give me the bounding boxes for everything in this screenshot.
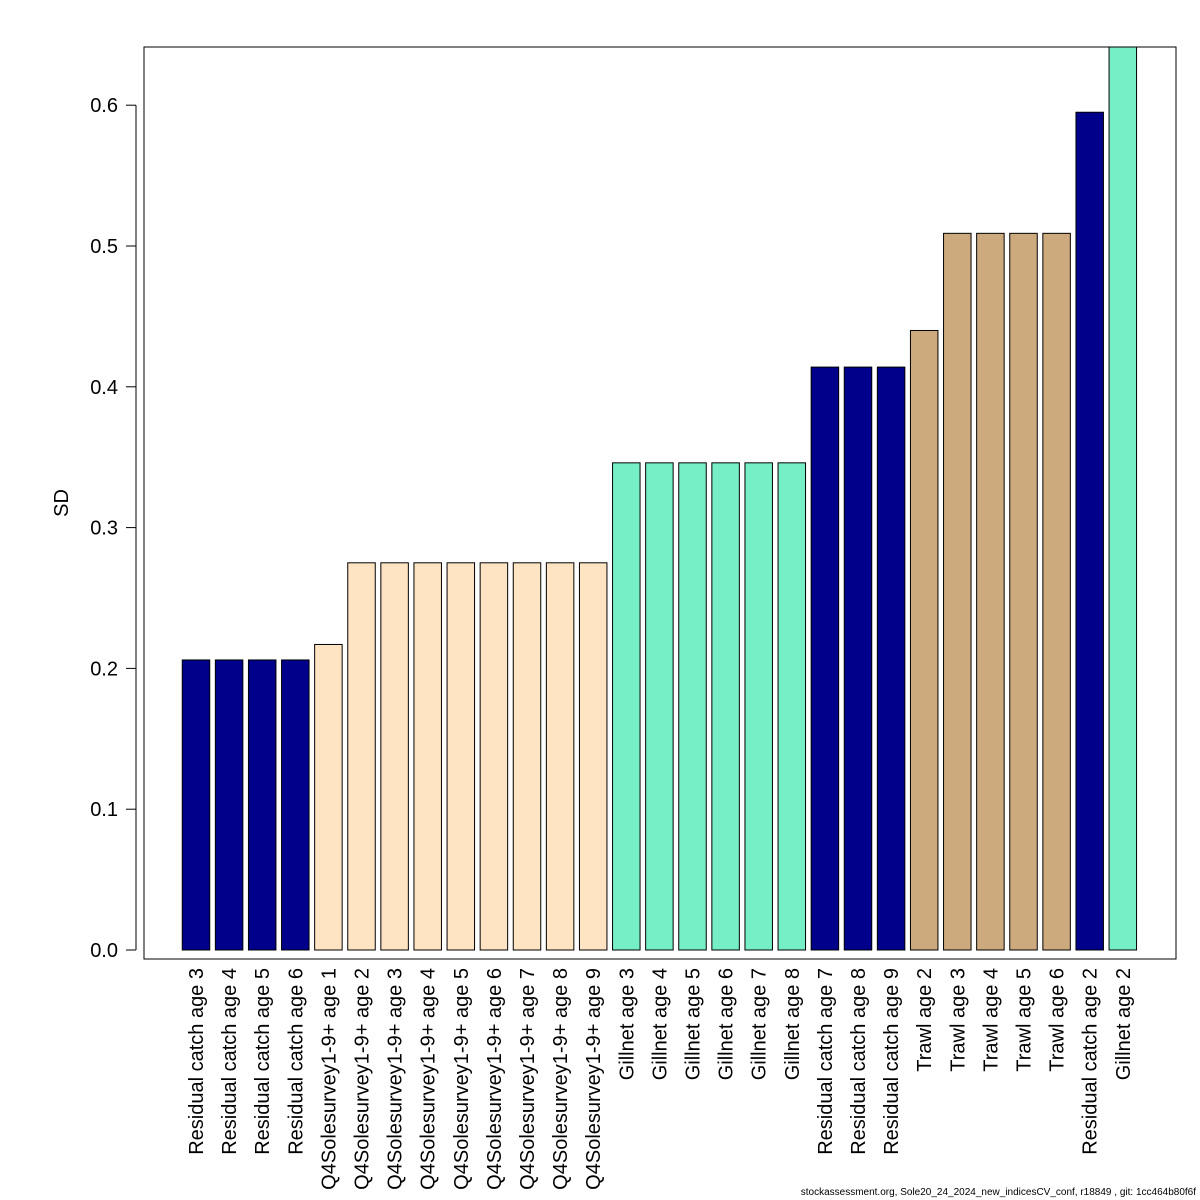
bar [1108,47,1138,951]
bar [744,462,773,951]
x-tick-label: Trawl age 5 [1014,968,1036,1072]
x-tick-label: Residual catch age 3 [186,968,208,1155]
x-tick-label: Residual catch age 6 [285,968,307,1155]
bar [479,562,509,951]
bar [446,562,476,951]
bar [777,462,807,951]
x-tick-label: Gillnet age 5 [683,968,705,1080]
x-axis-labels: Residual catch age 3 Residual catch age 4… [186,968,1135,1190]
bar [380,562,409,951]
bar [711,462,740,951]
bar [678,462,707,951]
x-tick-label: Q4Solesurvey1-9+ age 2 [352,968,374,1190]
bar [512,562,542,951]
bar [909,329,939,951]
y-axis: 0.0 0.1 0.2 0.3 0.4 0.5 0.6 [90,95,137,962]
x-tick-label: Trawl age 4 [980,968,1002,1072]
bar [578,562,608,951]
bar [314,643,343,951]
y-tick-label: 0.5 [90,236,118,258]
x-tick-label: Residual catch age 8 [848,968,870,1155]
bar [1042,232,1071,951]
bar [943,232,972,951]
x-tick-label: Gillnet age 4 [649,968,671,1080]
y-tick-label: 0.0 [90,940,118,962]
bar [976,232,1005,951]
x-tick-label: Residual catch age 9 [881,968,903,1155]
y-tick-label: 0.4 [90,377,118,399]
x-tick-label: Q4Solesurvey1-9+ age 4 [418,968,440,1190]
y-tick-label: 0.3 [90,518,118,540]
bar [214,659,244,951]
y-tick-label: 0.2 [90,658,118,680]
bar [645,462,674,951]
bar [413,562,442,951]
x-tick-label: Q4Solesurvey1-9+ age 9 [583,968,605,1190]
x-tick-label: Q4Solesurvey1-9+ age 6 [484,968,506,1190]
bar [181,659,211,951]
bar [347,562,376,951]
x-tick-label: Trawl age 6 [1047,968,1069,1072]
bar [612,462,641,951]
footer-note: stockassessment.org, Sole20_24_2024_new_… [800,1187,1196,1198]
bar [1009,232,1038,951]
plot-frame [143,46,1177,960]
bar [247,659,277,951]
y-tick-label: 0.6 [90,95,118,117]
bar [1075,111,1104,951]
x-tick-label: Q4Solesurvey1-9+ age 1 [318,968,340,1190]
bar [281,659,310,951]
x-tick-label: Gillnet age 7 [749,968,771,1080]
y-axis-label: SD [51,489,73,517]
x-tick-label: Q4Solesurvey1-9+ age 8 [550,968,572,1190]
x-tick-label: Residual catch age 5 [252,968,274,1155]
x-tick-label: Gillnet age 8 [782,968,804,1080]
x-tick-label: Q4Solesurvey1-9+ age 7 [517,968,539,1190]
x-tick-label: Residual catch age 4 [219,968,241,1155]
y-tick-label: 0.1 [90,799,118,821]
x-tick-label: Q4Solesurvey1-9+ age 5 [451,968,473,1190]
bar [545,562,575,951]
x-tick-label: Q4Solesurvey1-9+ age 3 [385,968,407,1190]
x-tick-label: Residual catch age 7 [815,968,837,1155]
x-tick-label: Residual catch age 2 [1080,968,1102,1155]
x-tick-label: Trawl age 2 [914,968,936,1072]
bar [810,366,840,951]
bars-layer [181,47,1138,951]
bar [876,366,906,951]
bar [843,366,873,951]
x-tick-label: Gillnet age 2 [1113,968,1135,1080]
x-tick-label: Gillnet age 3 [616,968,638,1080]
x-tick-label: Trawl age 3 [947,968,969,1072]
x-tick-label: Gillnet age 6 [716,968,738,1080]
